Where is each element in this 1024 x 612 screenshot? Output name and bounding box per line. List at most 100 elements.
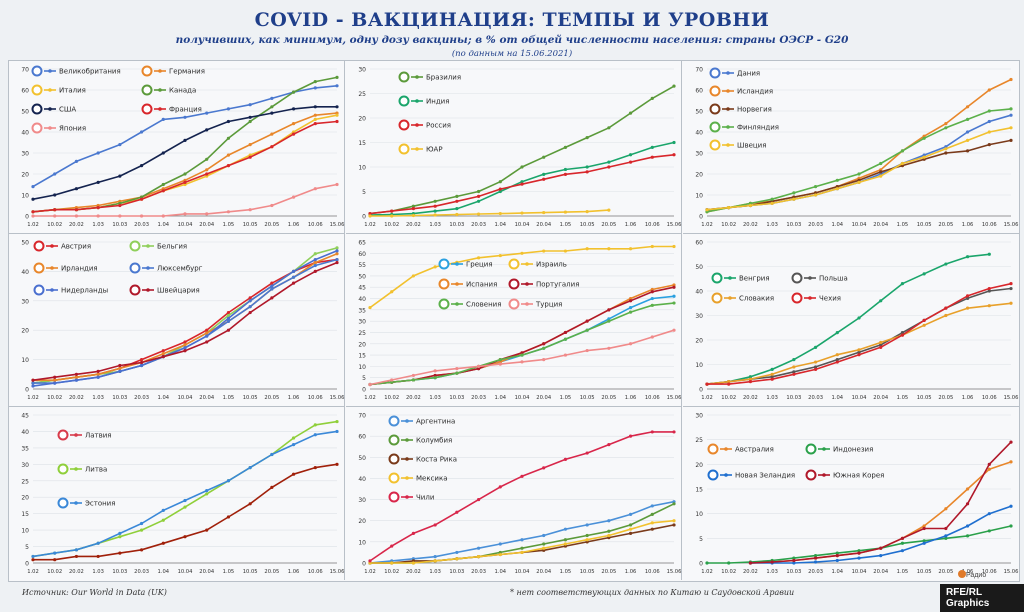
legend-marker xyxy=(74,433,78,437)
x-tick-label: 15.06 xyxy=(667,395,682,401)
data-point xyxy=(900,282,905,286)
y-tick-label: 20 xyxy=(21,172,29,179)
x-tick-label: 10.03 xyxy=(449,395,464,401)
legend-marker xyxy=(48,69,52,73)
y-tick-label: 0 xyxy=(25,387,29,394)
data-point xyxy=(291,195,296,199)
y-tick-label: 70 xyxy=(21,67,29,74)
data-point xyxy=(607,208,611,212)
flag-icon xyxy=(805,469,817,481)
flag-icon xyxy=(141,103,153,115)
legend-marker xyxy=(415,123,419,127)
data-point xyxy=(455,367,459,371)
flag-icon xyxy=(129,284,141,296)
data-point xyxy=(650,521,654,525)
x-tick-label: 20.02 xyxy=(69,222,84,228)
legend-marker xyxy=(405,457,409,461)
legend-label: Финляндия xyxy=(737,124,779,132)
data-point xyxy=(922,318,926,322)
x-tick-label: 10.04 xyxy=(515,569,531,575)
data-point xyxy=(1009,301,1013,305)
x-tick-label: 1.04 xyxy=(832,569,844,575)
x-tick-label: 10.05 xyxy=(243,569,258,575)
data-point xyxy=(857,551,861,555)
data-point xyxy=(1009,286,1013,291)
data-point xyxy=(226,153,231,157)
data-point xyxy=(248,305,252,309)
data-point xyxy=(944,147,948,151)
y-tick-label: 30 xyxy=(695,313,703,320)
data-point xyxy=(792,556,796,560)
data-point xyxy=(835,554,839,558)
legend-marker xyxy=(415,147,419,151)
data-point xyxy=(498,358,502,362)
y-tick-label: 35 xyxy=(358,307,366,314)
y-tick-label: 20 xyxy=(695,338,703,345)
chart-svg-3: 0 10 20 30 40 50 1.02 10.02 20.02 1.03 10.03 20.03 1… xyxy=(21,240,344,402)
data-point xyxy=(455,371,459,375)
x-tick-label: 1.04 xyxy=(495,569,507,575)
data-point xyxy=(270,145,274,149)
data-point xyxy=(650,303,654,307)
data-point xyxy=(563,527,568,531)
data-point xyxy=(650,335,654,339)
x-tick-label: 1.04 xyxy=(495,222,507,228)
y-tick-label: 40 xyxy=(358,296,366,303)
data-point xyxy=(542,546,546,550)
data-point xyxy=(672,84,676,88)
data-point xyxy=(291,132,296,136)
data-point xyxy=(53,558,57,562)
x-tick-label: 10.02 xyxy=(721,395,736,401)
x-tick-label: 20.05 xyxy=(601,222,616,228)
data-point xyxy=(291,443,296,447)
x-tick-label: 1.03 xyxy=(766,222,778,228)
x-tick-label: 10.05 xyxy=(917,395,932,401)
y-tick-label: 40 xyxy=(695,289,703,296)
flag-icon xyxy=(388,453,400,465)
data-point xyxy=(476,555,481,559)
data-point xyxy=(857,549,861,553)
chart-svg-0: 0 10 20 30 40 50 60 70 1.02 10.02 20.02 1.03 10.03 20… xyxy=(21,65,344,228)
data-point xyxy=(1009,107,1013,111)
legend-marker xyxy=(822,447,826,451)
data-point xyxy=(96,369,100,373)
data-point xyxy=(585,538,589,542)
data-point xyxy=(585,247,589,251)
data-point xyxy=(792,358,796,362)
legend-marker xyxy=(728,296,732,300)
data-point xyxy=(139,363,144,368)
data-point xyxy=(900,541,905,545)
data-point xyxy=(879,554,883,558)
data-point xyxy=(139,548,144,552)
legend-marker xyxy=(146,244,150,248)
data-point xyxy=(270,96,274,100)
legend-label: Эстония xyxy=(85,500,115,508)
data-point xyxy=(31,185,35,189)
legend-marker xyxy=(50,266,54,270)
flag-icon xyxy=(141,65,153,77)
data-point xyxy=(563,457,568,461)
y-tick-label: 40 xyxy=(21,130,29,137)
x-tick-label: 1.06 xyxy=(962,222,974,228)
brand-badge: RFE/RL Graphics xyxy=(940,584,1024,612)
data-point xyxy=(139,360,144,365)
data-point xyxy=(607,443,611,447)
data-point xyxy=(987,109,991,113)
header: COVID - ВАКЦИНАЦИЯ: ТЕМПЫ И УРОВНИ получ… xyxy=(0,0,1024,60)
x-tick-label: 10.06 xyxy=(645,395,660,401)
data-point xyxy=(879,345,883,349)
data-point xyxy=(74,159,79,163)
legend-marker xyxy=(724,473,728,477)
data-point xyxy=(53,214,57,218)
x-tick-label: 1.03 xyxy=(429,222,441,228)
data-point xyxy=(792,561,796,565)
data-point xyxy=(835,360,839,364)
flag-icon xyxy=(388,415,400,427)
data-point xyxy=(455,212,459,217)
data-point xyxy=(118,531,122,535)
legend-label: США xyxy=(59,106,76,114)
y-tick-label: 50 xyxy=(695,109,703,116)
data-point xyxy=(965,138,970,142)
data-point xyxy=(313,122,317,126)
x-tick-label: 10.04 xyxy=(178,395,194,401)
